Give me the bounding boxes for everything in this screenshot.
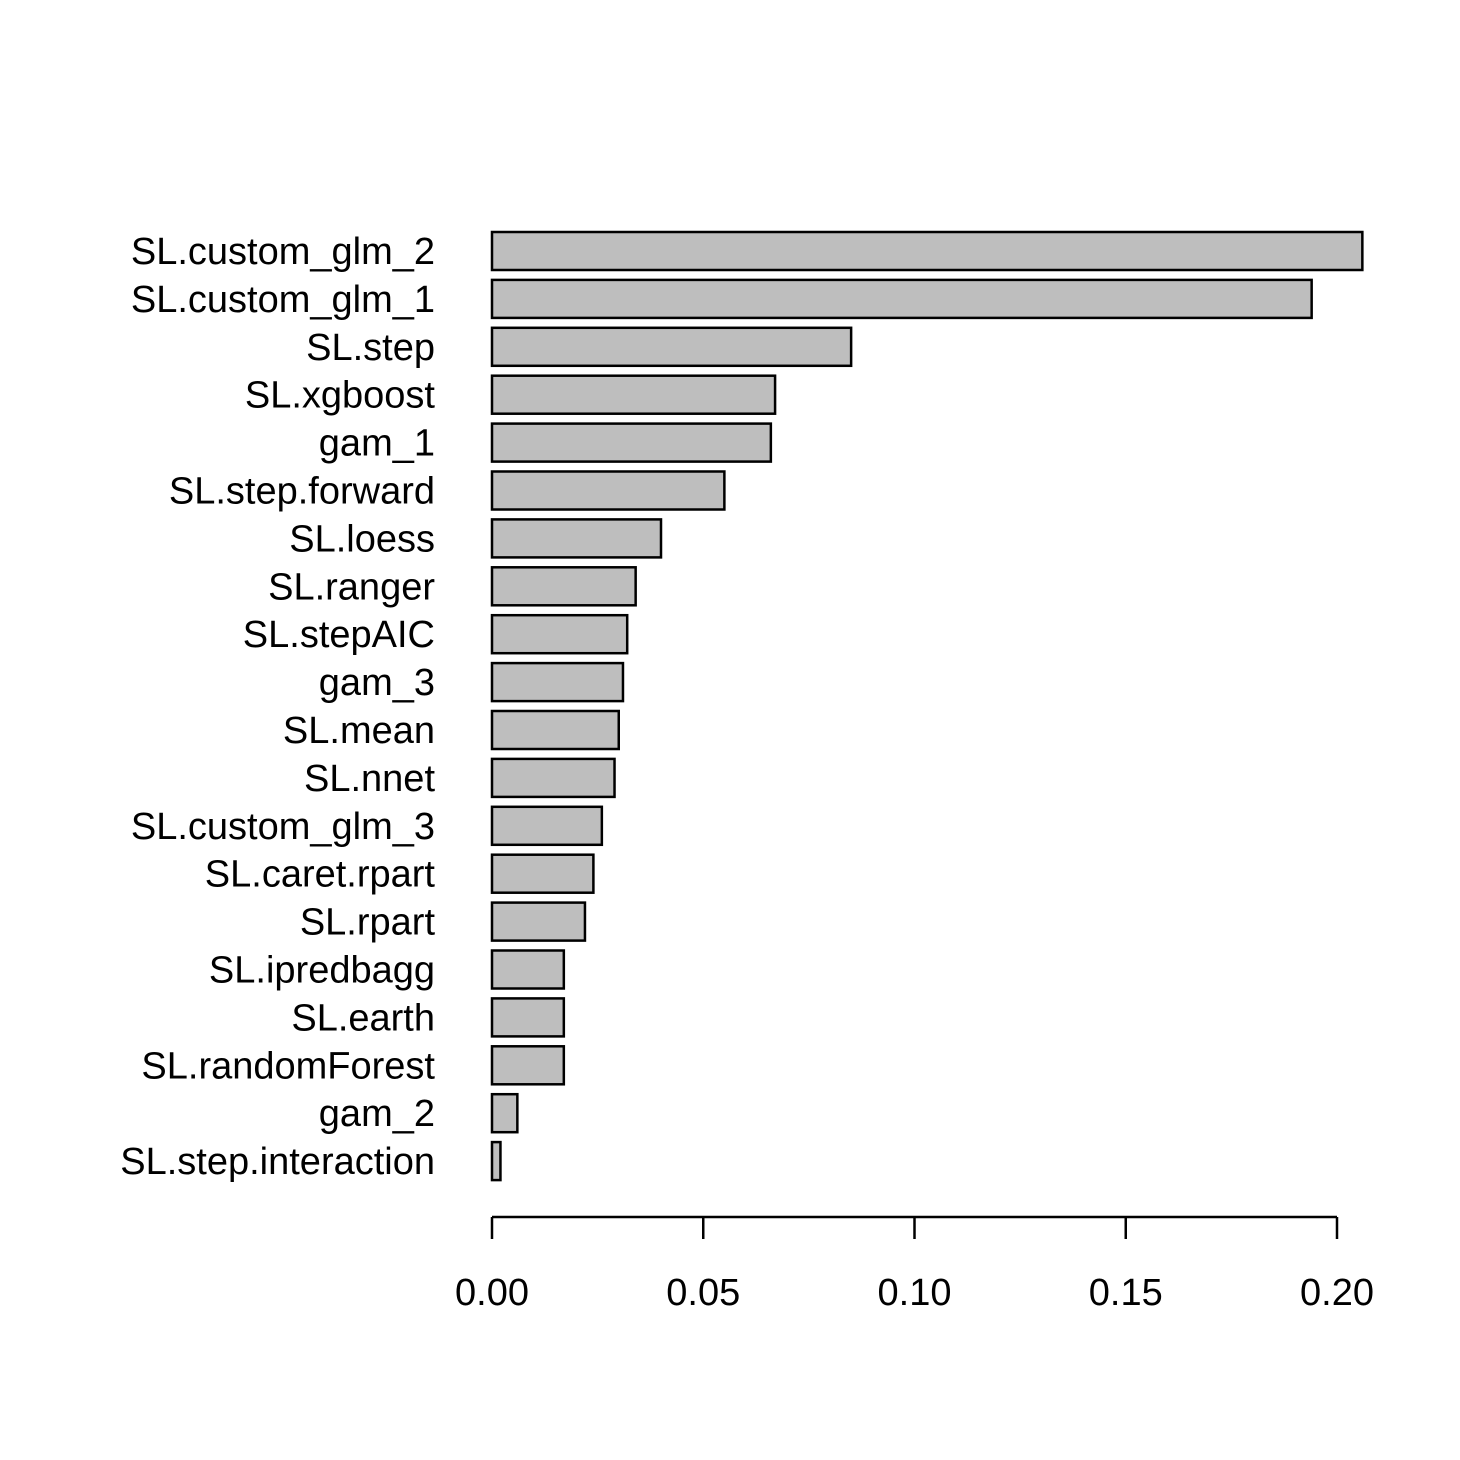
bars-layer xyxy=(490,230,1364,1182)
category-label: SL.stepAIC xyxy=(243,614,435,656)
category-label: SL.earth xyxy=(291,997,435,1039)
category-label: gam_3 xyxy=(319,662,435,704)
bar-gam_3 xyxy=(490,661,625,703)
bar-SL.mean xyxy=(490,709,620,751)
category-label: SL.custom_glm_1 xyxy=(131,279,435,321)
bar-SL.step.forward xyxy=(490,470,726,511)
category-label: SL.randomForest xyxy=(141,1045,435,1087)
bar-SL.randomForest xyxy=(490,1045,566,1086)
x-tick-label: 0.15 xyxy=(1089,1272,1163,1314)
x-tick-label: 0.00 xyxy=(455,1272,529,1314)
bar-SL.caret.rpart xyxy=(490,853,595,894)
category-label: SL.caret.rpart xyxy=(205,854,436,896)
category-label: SL.nnet xyxy=(304,758,435,800)
category-label: gam_1 xyxy=(319,423,435,465)
category-label: SL.custom_glm_3 xyxy=(131,806,435,848)
bar-SL.custom_glm_2 xyxy=(490,230,1364,272)
category-label: gam_2 xyxy=(319,1093,435,1135)
bar-SL.ranger xyxy=(490,566,637,607)
category-label: SL.mean xyxy=(283,710,435,752)
category-label: SL.rpart xyxy=(300,902,436,944)
bar-SL.stepAIC xyxy=(490,613,629,655)
category-label: SL.ipredbagg xyxy=(209,950,435,992)
bar-SL.ipredbagg xyxy=(490,949,566,990)
category-label: SL.step.interaction xyxy=(120,1141,435,1183)
bar-SL.xgboost xyxy=(490,374,777,415)
category-label: SL.loess xyxy=(289,518,435,560)
bar-SL.step.interaction xyxy=(490,1140,502,1182)
category-label: SL.step xyxy=(306,327,435,369)
x-axis: 0.00 0.05 0.10 0.15 0.20 xyxy=(455,1215,1374,1314)
bar-gam_2 xyxy=(490,1092,519,1134)
bar-gam_1 xyxy=(490,422,773,463)
category-label: SL.custom_glm_2 xyxy=(131,231,435,273)
category-label: SL.step.forward xyxy=(169,471,435,513)
x-tick-label: 0.05 xyxy=(666,1272,740,1314)
category-label: SL.xgboost xyxy=(245,375,436,417)
bar-SL.custom_glm_3 xyxy=(490,805,604,847)
bar-SL.rpart xyxy=(490,901,587,942)
x-tick-label: 0.20 xyxy=(1300,1272,1374,1314)
category-label: SL.ranger xyxy=(268,566,435,608)
bar-SL.earth xyxy=(490,997,566,1038)
x-tick-label: 0.10 xyxy=(878,1272,952,1314)
bar-SL.step xyxy=(490,326,853,368)
bar-SL.custom_glm_1 xyxy=(490,278,1313,320)
bar-SL.nnet xyxy=(490,757,616,799)
bar-SL.loess xyxy=(490,518,663,559)
category-labels: SL.custom_glm_2 SL.custom_glm_1 SL.step SL.… xyxy=(120,231,435,1183)
